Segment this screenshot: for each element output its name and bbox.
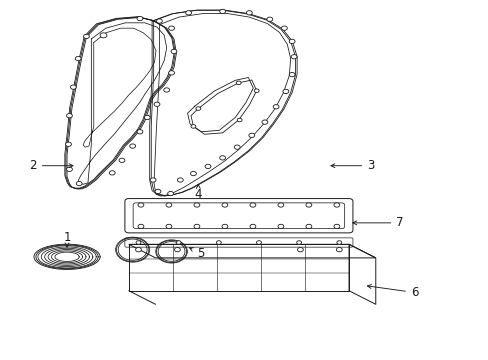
Circle shape <box>277 203 283 207</box>
Circle shape <box>190 171 196 176</box>
Circle shape <box>177 178 183 182</box>
Circle shape <box>266 17 272 21</box>
Circle shape <box>194 224 200 229</box>
Circle shape <box>283 89 288 94</box>
Circle shape <box>254 89 259 93</box>
Circle shape <box>185 11 191 15</box>
Text: 2: 2 <box>29 159 73 172</box>
Circle shape <box>194 203 200 207</box>
Circle shape <box>191 125 196 128</box>
Circle shape <box>222 203 227 207</box>
Circle shape <box>150 178 156 182</box>
Circle shape <box>129 144 135 148</box>
Circle shape <box>234 145 240 149</box>
Circle shape <box>305 203 311 207</box>
Circle shape <box>168 26 174 30</box>
Circle shape <box>277 224 283 229</box>
Circle shape <box>154 102 160 107</box>
Circle shape <box>246 11 252 15</box>
Circle shape <box>248 133 254 138</box>
Text: 3: 3 <box>330 159 374 172</box>
Circle shape <box>222 224 227 229</box>
Circle shape <box>109 171 115 175</box>
Circle shape <box>273 105 279 109</box>
Circle shape <box>236 81 241 85</box>
Circle shape <box>165 224 171 229</box>
Circle shape <box>70 85 76 89</box>
Circle shape <box>155 189 161 194</box>
Circle shape <box>137 130 142 134</box>
Circle shape <box>249 203 255 207</box>
Text: 7: 7 <box>352 216 403 229</box>
Circle shape <box>262 120 267 124</box>
Circle shape <box>305 224 311 229</box>
Circle shape <box>204 164 210 168</box>
Circle shape <box>156 19 162 23</box>
Circle shape <box>333 224 339 229</box>
Circle shape <box>137 17 142 21</box>
Circle shape <box>288 39 294 44</box>
Text: 5: 5 <box>189 247 204 260</box>
Circle shape <box>100 33 107 38</box>
Circle shape <box>119 158 124 162</box>
Circle shape <box>297 248 303 252</box>
Circle shape <box>219 156 225 160</box>
Circle shape <box>66 113 72 118</box>
Circle shape <box>288 72 294 77</box>
Circle shape <box>290 55 296 59</box>
Circle shape <box>144 115 150 120</box>
Circle shape <box>176 241 181 244</box>
Circle shape <box>196 107 201 111</box>
Circle shape <box>281 26 287 30</box>
Text: 6: 6 <box>366 284 418 299</box>
Circle shape <box>219 9 225 14</box>
Circle shape <box>336 241 341 244</box>
Circle shape <box>76 181 82 186</box>
Circle shape <box>174 248 180 252</box>
Circle shape <box>249 224 255 229</box>
Circle shape <box>333 203 339 207</box>
Circle shape <box>168 71 174 75</box>
Text: 1: 1 <box>63 231 71 247</box>
Circle shape <box>83 34 89 39</box>
Circle shape <box>171 49 177 54</box>
Circle shape <box>237 118 242 122</box>
Circle shape <box>138 224 143 229</box>
Circle shape <box>167 192 173 196</box>
Circle shape <box>163 88 169 92</box>
Circle shape <box>336 248 342 252</box>
Circle shape <box>135 248 141 252</box>
Circle shape <box>216 241 221 244</box>
Circle shape <box>256 241 261 244</box>
Circle shape <box>138 203 143 207</box>
Circle shape <box>65 142 71 147</box>
Text: 4: 4 <box>194 184 202 201</box>
Circle shape <box>66 167 72 171</box>
Circle shape <box>136 241 141 244</box>
Circle shape <box>75 57 81 61</box>
Circle shape <box>296 241 301 244</box>
Circle shape <box>165 203 171 207</box>
